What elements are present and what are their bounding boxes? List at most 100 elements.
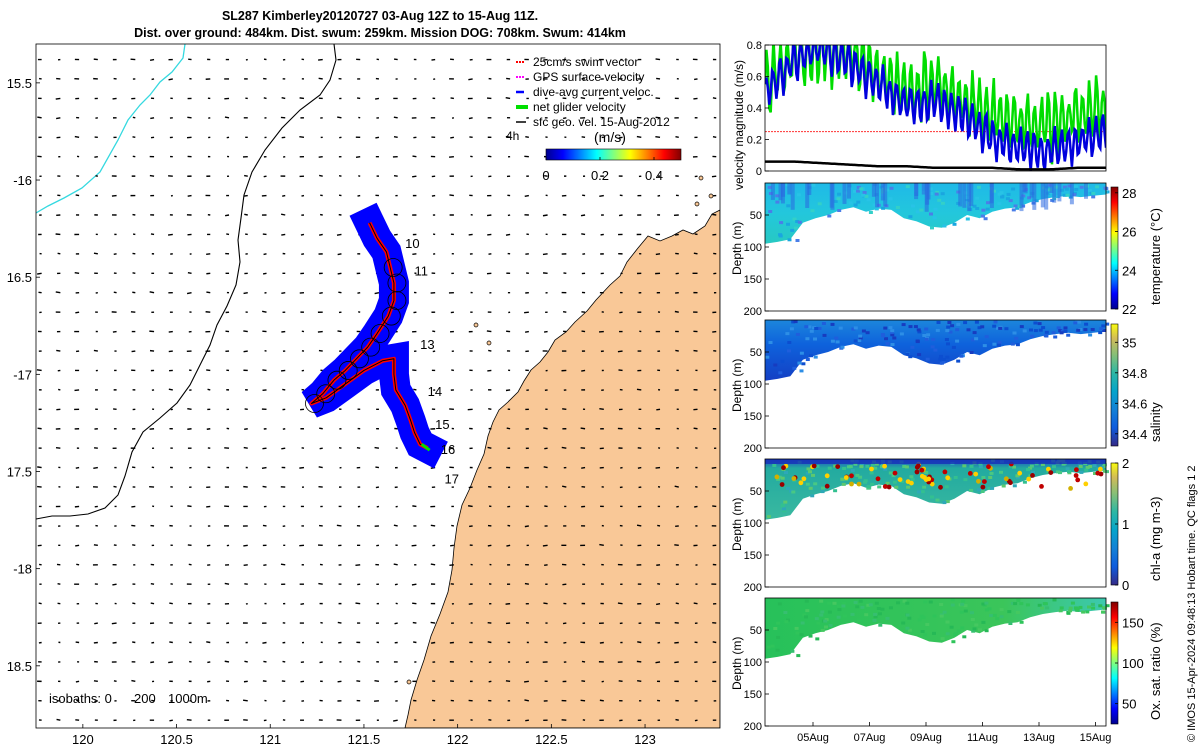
section-texture: [916, 328, 921, 332]
velocity-arrow: [655, 116, 661, 119]
section-texture: [784, 471, 788, 475]
section-texture: [952, 222, 957, 226]
section-texture: [942, 224, 947, 228]
section-texture: [901, 621, 906, 625]
section-texture: [823, 619, 828, 623]
section-texture: [868, 211, 873, 214]
velocity-arrow: [655, 602, 661, 606]
velocity-axes: 0 0.2 0.4 0.6 0.8: [747, 40, 769, 178]
section-texture: [804, 615, 808, 619]
section-texture: [963, 478, 968, 482]
section-texture: [1011, 187, 1016, 191]
section-texture: [858, 599, 863, 603]
velocity-arrow: [355, 564, 361, 567]
section-texture: [795, 220, 800, 223]
velocity-arrow: [262, 641, 267, 644]
section-texture: [1015, 474, 1020, 478]
velocity-arrow: [282, 194, 286, 197]
section-texture: [974, 337, 979, 341]
section-texture: [1058, 471, 1062, 475]
section-texture: [997, 343, 1001, 347]
velocity-arrow: [55, 97, 61, 100]
section-texture: [778, 371, 783, 375]
section-texture: [992, 189, 996, 193]
velocity-arrow: [149, 291, 155, 294]
section-texture: [855, 605, 860, 609]
section-texture: [1084, 468, 1089, 472]
section-texture: [930, 345, 935, 349]
colorbar-tick-label: 2: [1122, 456, 1129, 471]
section-texture: [819, 599, 824, 603]
velocity-arrow: [712, 135, 717, 138]
chl-sample-dot: [980, 484, 986, 490]
section-texture: [1019, 602, 1024, 606]
temp-mixed-layer: [790, 183, 795, 210]
section-texture: [1099, 327, 1104, 331]
section-texture: [813, 482, 818, 486]
section-texture: [883, 326, 888, 330]
section-texture: [1058, 609, 1063, 613]
section-texture: [1101, 610, 1105, 614]
y-tick-label: 15.5: [7, 76, 32, 91]
velocity-arrow: [37, 272, 42, 275]
velocity-arrow: [581, 369, 586, 372]
section-texture: [940, 192, 945, 196]
section-texture: [863, 480, 867, 484]
section-ylabel: Depth (m): [730, 637, 744, 690]
velocity-arrow: [599, 543, 604, 547]
section-texture: [851, 327, 856, 331]
section-y-tick-label: 100: [744, 657, 762, 669]
section-texture: [987, 607, 992, 611]
velocity-arrow: [318, 582, 323, 585]
chl-sample-dot: [914, 464, 920, 470]
velocity-arrow: [543, 427, 548, 430]
island: [694, 201, 700, 207]
velocity-arrow: [37, 427, 42, 430]
velocity-arrow: [224, 116, 230, 119]
section-texture: [797, 220, 802, 224]
velocity-arrow: [244, 174, 248, 177]
velocity-arrow: [394, 680, 398, 683]
velocity-arrow: [169, 719, 173, 722]
section-texture: [859, 187, 864, 191]
section-texture: [961, 599, 966, 603]
section-texture: [768, 341, 773, 344]
section-texture: [939, 354, 943, 358]
section-texture: [996, 326, 1000, 330]
section-texture: [885, 481, 890, 485]
velocity-arrow: [450, 97, 455, 100]
section-texture: [945, 620, 950, 624]
day-label: 17: [445, 471, 459, 486]
section-texture: [906, 485, 911, 489]
chl-sample-dot: [926, 476, 932, 482]
section-texture: [768, 210, 773, 213]
section-texture: [1102, 469, 1107, 473]
velocity-arrow: [674, 310, 679, 313]
section-texture: [1063, 329, 1068, 333]
section-texture: [1014, 336, 1019, 340]
section-chlorophyll-section: 50 100 150 200 Depth (m) 0 1 2 chl-a (mg m-3): [730, 456, 1163, 594]
velocity-arrow: [224, 582, 230, 585]
section-texture: [1026, 468, 1030, 472]
velocity-arrow: [76, 563, 80, 566]
map-axes: 120 120.5 121 121.5 122 122.5 123 15.5 -16 16.5 -1…: [7, 76, 656, 747]
section-texture: [1092, 464, 1097, 468]
velocity-arrow: [712, 641, 717, 644]
section-texture: [946, 325, 951, 329]
velocity-arrow: [132, 641, 136, 644]
velocity-arrow: [393, 563, 398, 566]
section-texture: [1075, 608, 1080, 611]
section-texture: [799, 369, 804, 373]
y-tick-label: 18.5: [7, 659, 32, 674]
section-texture: [885, 616, 890, 620]
section-texture: [827, 214, 832, 218]
section-texture: [805, 482, 810, 486]
section-texture: [1053, 335, 1058, 339]
velocity-arrow: [450, 136, 455, 139]
velocity-arrow: [93, 544, 98, 547]
velocity-arrow: [299, 136, 305, 138]
velocity-arrow: [412, 369, 417, 372]
section-texture: [1091, 195, 1096, 199]
chl-sample-dot: [801, 476, 807, 482]
section-texture: [987, 486, 992, 490]
